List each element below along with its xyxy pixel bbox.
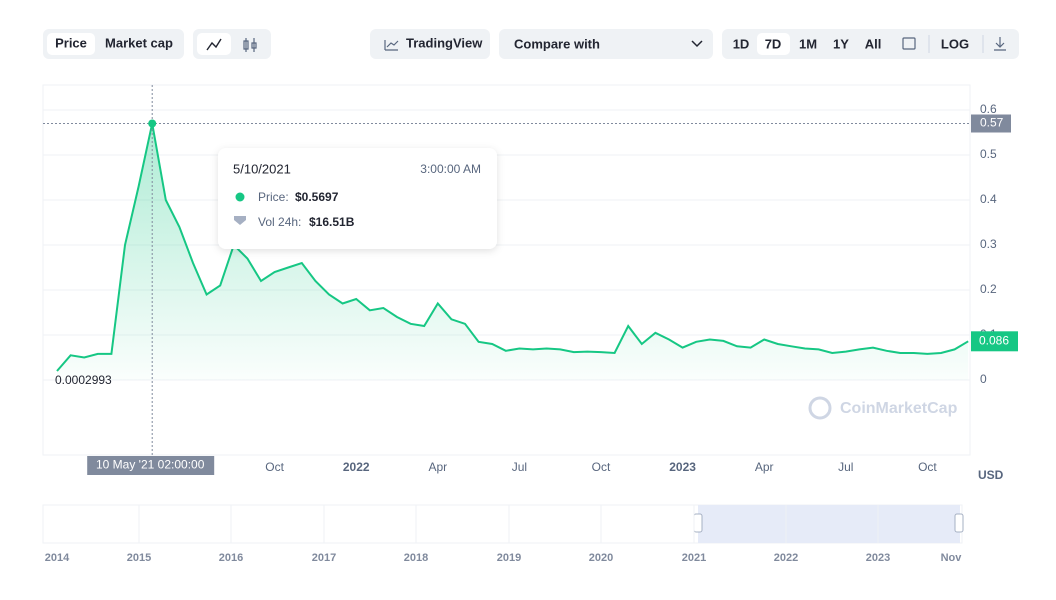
y-tick-label: 0.2 (980, 282, 997, 296)
range-button[interactable]: 1D (733, 36, 750, 51)
active-range (757, 33, 790, 55)
calendar-icon[interactable] (902, 37, 916, 50)
navigator-label: 2021 (682, 552, 706, 564)
x-tick-label: Apr (428, 460, 447, 474)
active-kind (197, 33, 231, 55)
range-button[interactable]: All (865, 36, 882, 51)
tv-icon (384, 40, 399, 51)
x-tick-label: 2022 (343, 460, 370, 474)
navigator-label: 2023 (866, 552, 890, 564)
navigator-handle[interactable] (693, 513, 703, 533)
download-icon[interactable] (994, 37, 1006, 51)
range-toggle[interactable] (722, 29, 1019, 59)
candle-icon (243, 38, 257, 52)
navigator-label: 2020 (589, 552, 613, 564)
navigator-label: Nov (941, 552, 963, 564)
navigator-selection[interactable] (698, 505, 960, 543)
x-tick-label: 2023 (669, 460, 696, 474)
tooltip-price: $0.5697 (295, 190, 339, 204)
y-tick-label: 0 (980, 372, 987, 386)
tooltip-date: 5/10/2021 (233, 161, 291, 176)
tooltip-vol-label: Vol 24h: (258, 215, 301, 229)
price-line (56, 123, 969, 372)
navigator-label: 2022 (774, 552, 798, 564)
navigator-label: 2016 (219, 552, 243, 564)
crosshair-value: 0.57 (980, 116, 1004, 130)
tooltip-time: 3:00:00 AM (420, 162, 481, 176)
tradingview-button[interactable] (370, 29, 490, 59)
min-label: 0.0002993 (55, 373, 112, 387)
y-tick-label: 0.4 (980, 192, 997, 206)
chevron (691, 40, 703, 48)
view-button[interactable]: Price (55, 35, 87, 50)
crosshair-time-box (87, 456, 215, 475)
navigator-label: 2018 (404, 552, 428, 564)
line-icon (206, 38, 222, 51)
navigator-label: 2019 (497, 552, 521, 564)
last-price: 0.086 (979, 333, 1009, 347)
view-button[interactable]: Market cap (105, 35, 173, 50)
y-tick-label: 0.6 (980, 102, 997, 116)
x-tick-label: Oct (918, 460, 937, 474)
compare-label[interactable]: Compare with (514, 36, 600, 51)
navigator-label: 2015 (127, 552, 151, 564)
currency: USD (978, 468, 1004, 482)
range-button[interactable]: 1Y (833, 36, 849, 51)
crosshair-value-box (971, 114, 1011, 133)
price-dot (235, 192, 245, 202)
log-button[interactable]: LOG (941, 36, 969, 51)
area (57, 123, 969, 380)
plot-frame (42, 84, 971, 456)
active-view (47, 33, 95, 55)
vol-icon (234, 216, 246, 225)
watermark-logo (808, 396, 832, 420)
watermark: CoinMarketCap (840, 400, 958, 417)
tooltip (218, 148, 497, 249)
hover-point (148, 119, 157, 128)
tooltip-price-label: Price: (258, 190, 289, 204)
x-tick-label: Oct (265, 460, 284, 474)
x-tick-label: Jul (838, 460, 853, 474)
tradingview-label[interactable]: TradingView (406, 35, 483, 50)
navigator-label: 2014 (45, 552, 70, 564)
x-tick-label: Jul (512, 460, 527, 474)
x-tick-label: Apr (755, 460, 774, 474)
navigator-label: 2017 (312, 552, 336, 564)
x-tick-label: Oct (592, 460, 611, 474)
tooltip-vol: $16.51B (309, 215, 355, 229)
navigator-handle[interactable] (954, 513, 964, 533)
last-price-box (971, 331, 1018, 352)
y-tick-label: 0.5 (980, 147, 997, 161)
crosshair-time: 10 May '21 02:00:00 (96, 458, 205, 472)
range-button[interactable]: 7D (765, 36, 782, 51)
range-button[interactable]: 1M (799, 36, 817, 51)
y-tick-label: 0.3 (980, 237, 997, 251)
compare-select[interactable] (499, 29, 713, 59)
